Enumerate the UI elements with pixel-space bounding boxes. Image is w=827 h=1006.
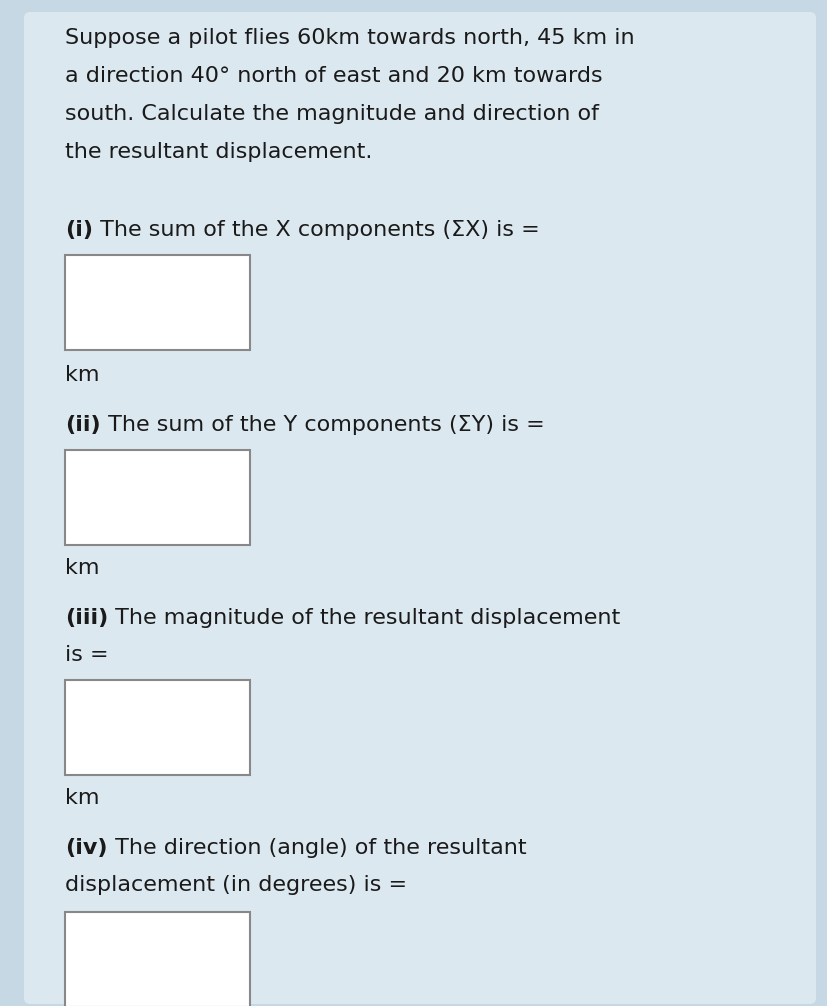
Text: (ii): (ii) — [65, 415, 101, 435]
Text: south. Calculate the magnitude and direction of: south. Calculate the magnitude and direc… — [65, 104, 598, 124]
Text: is =: is = — [65, 645, 108, 665]
Text: km: km — [65, 365, 99, 385]
Bar — [65, 912, 250, 1006]
Text: The magnitude of the resultant displacement: The magnitude of the resultant displacem… — [108, 608, 619, 628]
Text: (iii): (iii) — [65, 608, 108, 628]
FancyBboxPatch shape — [24, 12, 815, 1004]
Text: km: km — [65, 788, 99, 808]
Text: The sum of the Y components (ΣY) is =: The sum of the Y components (ΣY) is = — [101, 415, 543, 435]
Text: The direction (angle) of the resultant: The direction (angle) of the resultant — [108, 838, 525, 858]
Bar — [65, 680, 250, 775]
Text: (iv): (iv) — [65, 838, 108, 858]
Text: Suppose a pilot flies 60km towards north, 45 km in: Suppose a pilot flies 60km towards north… — [65, 28, 633, 48]
Text: (i): (i) — [65, 220, 93, 240]
Bar — [65, 450, 250, 545]
Text: km: km — [65, 558, 99, 578]
Bar — [65, 255, 250, 350]
Text: the resultant displacement.: the resultant displacement. — [65, 142, 372, 162]
Text: a direction 40° north of east and 20 km towards: a direction 40° north of east and 20 km … — [65, 66, 602, 86]
Text: The sum of the X components (ΣX) is =: The sum of the X components (ΣX) is = — [93, 220, 539, 240]
Text: displacement (in degrees) is =: displacement (in degrees) is = — [65, 875, 407, 895]
